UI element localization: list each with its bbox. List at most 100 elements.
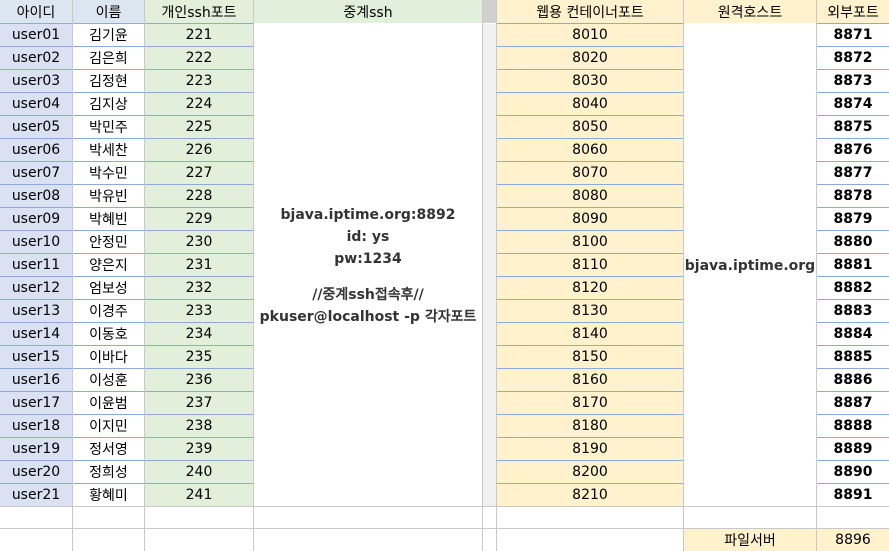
header-external-port[interactable]: 외부포트 [817, 0, 889, 23]
user-id-cell[interactable]: user09 [0, 208, 72, 230]
web-port-cell[interactable]: 8040 [497, 93, 683, 115]
file-server-label[interactable]: 파일서버 [684, 529, 816, 551]
user-id-cell[interactable]: user16 [0, 369, 72, 391]
ssh-port-cell[interactable]: 240 [145, 461, 253, 483]
external-port-cell[interactable]: 8884 [817, 323, 889, 345]
external-port-cell[interactable]: 8886 [817, 369, 889, 391]
web-port-cell[interactable]: 8060 [497, 139, 683, 161]
user-id-cell[interactable]: user04 [0, 93, 72, 115]
ssh-port-cell[interactable]: 234 [145, 323, 253, 345]
ssh-port-cell[interactable]: 231 [145, 254, 253, 276]
ssh-port-cell[interactable]: 224 [145, 93, 253, 115]
user-id-cell[interactable]: user07 [0, 162, 72, 184]
ssh-port-cell[interactable]: 235 [145, 346, 253, 368]
web-port-cell[interactable]: 8120 [497, 277, 683, 299]
user-id-cell[interactable]: user18 [0, 415, 72, 437]
user-name-cell[interactable]: 황혜미 [73, 484, 144, 506]
user-name-cell[interactable]: 박유빈 [73, 185, 144, 207]
ssh-port-cell[interactable]: 225 [145, 116, 253, 138]
web-port-cell[interactable]: 8180 [497, 415, 683, 437]
external-port-cell[interactable]: 8889 [817, 438, 889, 460]
ssh-port-cell[interactable]: 241 [145, 484, 253, 506]
web-port-cell[interactable]: 8150 [497, 346, 683, 368]
remote-host-cell[interactable]: bjava.iptime.org [684, 24, 816, 507]
web-port-cell[interactable]: 8050 [497, 116, 683, 138]
header-remote-host[interactable]: 원격호스트 [684, 0, 816, 23]
web-port-cell[interactable]: 8010 [497, 24, 683, 46]
user-name-cell[interactable]: 이경주 [73, 300, 144, 322]
web-port-cell[interactable]: 8160 [497, 369, 683, 391]
ssh-port-cell[interactable]: 233 [145, 300, 253, 322]
user-id-cell[interactable]: user06 [0, 139, 72, 161]
empty-row-left[interactable] [0, 529, 683, 551]
web-port-cell[interactable]: 8130 [497, 300, 683, 322]
user-name-cell[interactable]: 엄보성 [73, 277, 144, 299]
external-port-cell[interactable]: 8885 [817, 346, 889, 368]
external-port-cell[interactable]: 8878 [817, 185, 889, 207]
header-id[interactable]: 아이디 [0, 0, 72, 23]
relay-info-cell[interactable]: bjava.iptime.org:8892 id: ys pw:1234 //중… [254, 24, 482, 507]
user-name-cell[interactable]: 이성훈 [73, 369, 144, 391]
user-name-cell[interactable]: 이윤범 [73, 392, 144, 414]
user-id-cell[interactable]: user21 [0, 484, 72, 506]
ssh-port-cell[interactable]: 230 [145, 231, 253, 253]
external-port-cell[interactable]: 8883 [817, 300, 889, 322]
user-id-cell[interactable]: user03 [0, 70, 72, 92]
user-name-cell[interactable]: 김정현 [73, 70, 144, 92]
web-port-cell[interactable]: 8030 [497, 70, 683, 92]
web-port-cell[interactable]: 8210 [497, 484, 683, 506]
ssh-port-cell[interactable]: 228 [145, 185, 253, 207]
user-name-cell[interactable]: 양은지 [73, 254, 144, 276]
user-id-cell[interactable]: user05 [0, 116, 72, 138]
web-port-cell[interactable]: 8190 [497, 438, 683, 460]
ssh-port-cell[interactable]: 227 [145, 162, 253, 184]
user-id-cell[interactable]: user01 [0, 24, 72, 46]
ssh-port-cell[interactable]: 236 [145, 369, 253, 391]
web-port-cell[interactable]: 8110 [497, 254, 683, 276]
web-port-cell[interactable]: 8200 [497, 461, 683, 483]
external-port-cell[interactable]: 8882 [817, 277, 889, 299]
ssh-port-cell[interactable]: 232 [145, 277, 253, 299]
user-name-cell[interactable]: 이바다 [73, 346, 144, 368]
user-name-cell[interactable]: 김은희 [73, 47, 144, 69]
web-port-cell[interactable]: 8090 [497, 208, 683, 230]
ssh-port-cell[interactable]: 229 [145, 208, 253, 230]
user-name-cell[interactable]: 박수민 [73, 162, 144, 184]
header-relay[interactable]: 중계ssh [254, 0, 482, 23]
ssh-port-cell[interactable]: 221 [145, 24, 253, 46]
web-port-cell[interactable]: 8140 [497, 323, 683, 345]
user-id-cell[interactable]: user17 [0, 392, 72, 414]
external-port-cell[interactable]: 8874 [817, 93, 889, 115]
ssh-port-cell[interactable]: 239 [145, 438, 253, 460]
user-name-cell[interactable]: 이지민 [73, 415, 144, 437]
header-port[interactable]: 개인ssh포트 [145, 0, 253, 23]
user-id-cell[interactable]: user08 [0, 185, 72, 207]
user-id-cell[interactable]: user10 [0, 231, 72, 253]
header-name[interactable]: 이름 [73, 0, 144, 23]
ssh-port-cell[interactable]: 237 [145, 392, 253, 414]
user-id-cell[interactable]: user19 [0, 438, 72, 460]
external-port-cell[interactable]: 8875 [817, 116, 889, 138]
external-port-cell[interactable]: 8881 [817, 254, 889, 276]
external-port-cell[interactable]: 8891 [817, 484, 889, 506]
user-name-cell[interactable]: 정서영 [73, 438, 144, 460]
user-id-cell[interactable]: user02 [0, 47, 72, 69]
web-port-cell[interactable]: 8070 [497, 162, 683, 184]
external-port-cell[interactable]: 8872 [817, 47, 889, 69]
user-id-cell[interactable]: user15 [0, 346, 72, 368]
ssh-port-cell[interactable]: 238 [145, 415, 253, 437]
user-id-cell[interactable]: user11 [0, 254, 72, 276]
external-port-cell[interactable]: 8890 [817, 461, 889, 483]
external-port-cell[interactable]: 8873 [817, 70, 889, 92]
file-server-port[interactable]: 8896 [817, 529, 889, 551]
external-port-cell[interactable]: 8880 [817, 231, 889, 253]
empty-row[interactable] [0, 507, 889, 528]
web-port-cell[interactable]: 8170 [497, 392, 683, 414]
ssh-port-cell[interactable]: 222 [145, 47, 253, 69]
user-id-cell[interactable]: user20 [0, 461, 72, 483]
user-id-cell[interactable]: user14 [0, 323, 72, 345]
user-name-cell[interactable]: 이동호 [73, 323, 144, 345]
web-port-cell[interactable]: 8020 [497, 47, 683, 69]
external-port-cell[interactable]: 8887 [817, 392, 889, 414]
external-port-cell[interactable]: 8879 [817, 208, 889, 230]
